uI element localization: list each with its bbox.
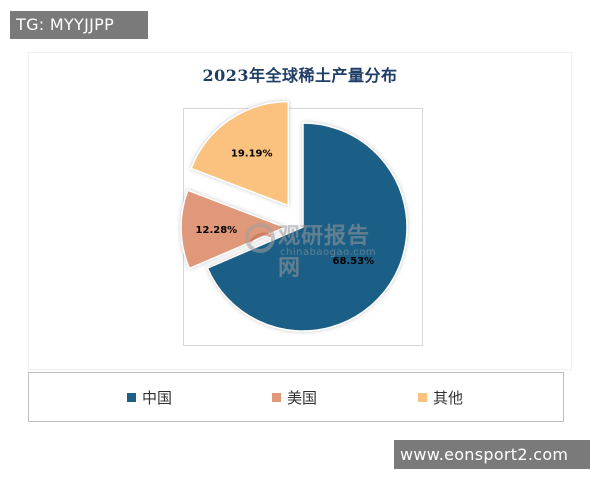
bottom-tag: www.eonsport2.com [394, 440, 590, 469]
legend-item-usa: 美国 [272, 387, 317, 407]
pie-chart: 68.53% 12.28% 19.19% [180, 100, 408, 332]
top-tag: TG: MYYJJPP [10, 11, 148, 39]
pie-slice-others [190, 100, 290, 207]
data-label-china: 68.53% [333, 256, 375, 267]
chart-title: 2023年全球稀土产量分布 [202, 66, 398, 85]
pie-data-labels: 68.53% 12.28% 19.19% [196, 148, 375, 267]
legend-label-others: 其他 [433, 388, 464, 407]
legend-item-others: 其他 [418, 387, 463, 407]
legend [28, 372, 564, 422]
legend-swatch-others [418, 392, 427, 402]
legend-label-china: 中国 [142, 388, 173, 407]
legend-swatch-china [127, 392, 136, 402]
data-label-others: 19.19% [231, 148, 273, 159]
pie-slice-china [206, 122, 408, 332]
data-label-usa: 12.28% [196, 225, 238, 236]
legend-item-china: 中国 [127, 387, 172, 407]
legend-swatch-usa [272, 392, 281, 402]
pie-slices [180, 100, 408, 332]
legend-label-usa: 美国 [287, 388, 318, 407]
pie-slice-usa [180, 189, 287, 270]
